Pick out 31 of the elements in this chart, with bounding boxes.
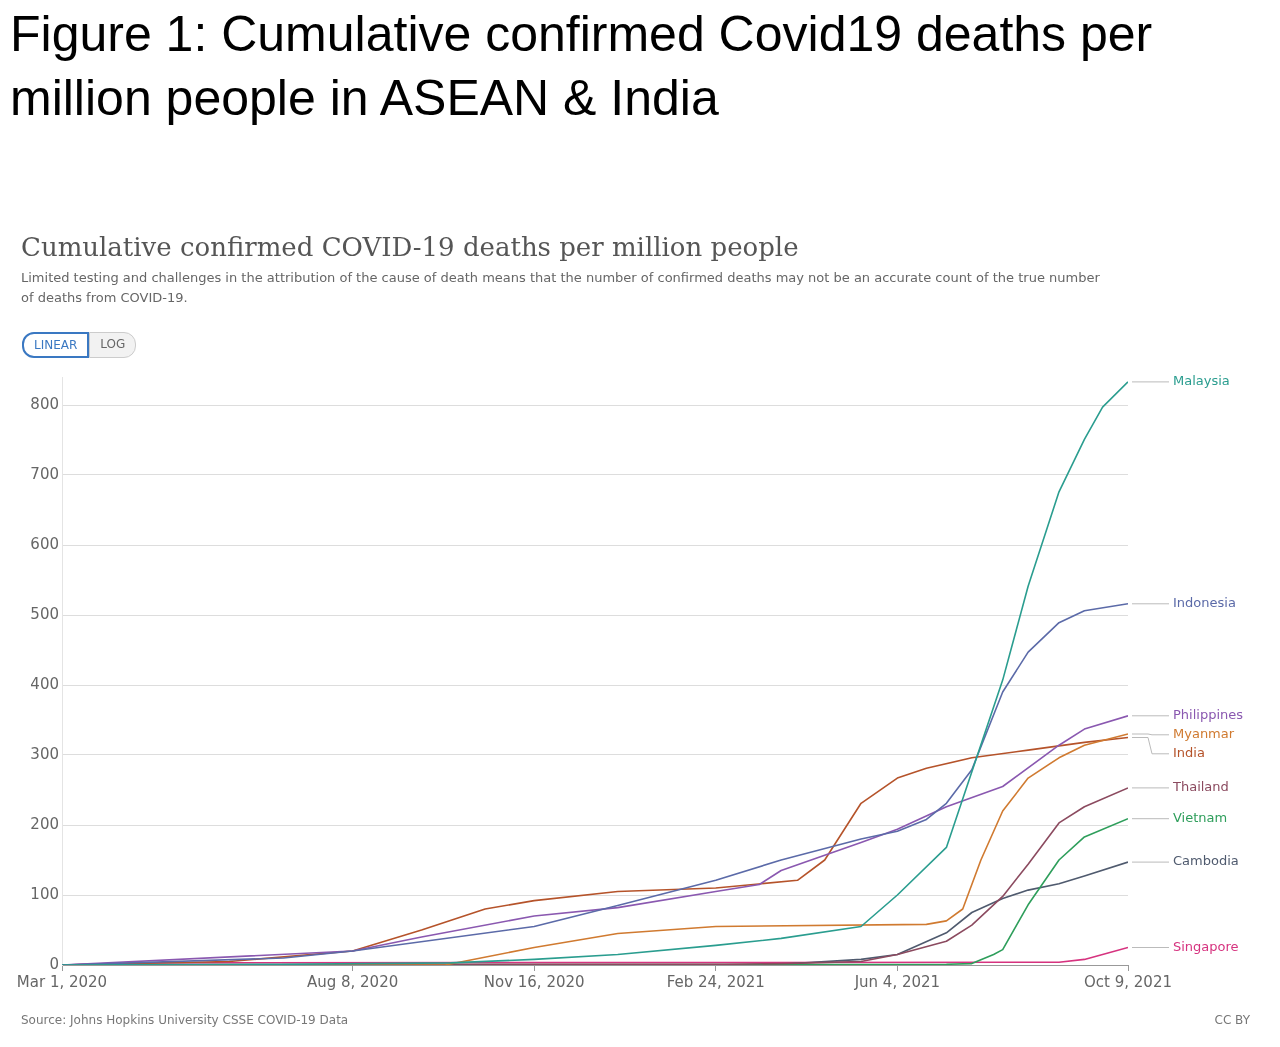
x-tick-label: Jun 4, 2021 <box>853 972 941 991</box>
text: Philippines <box>1173 707 1244 723</box>
y-tick-label: 100 <box>30 884 59 903</box>
x-tick-label: Nov 16, 2020 <box>483 972 585 991</box>
text: CC BY <box>1214 1013 1250 1027</box>
x-tick-label: Oct 9, 2021 <box>1084 972 1172 991</box>
x-tick-label: Feb 24, 2021 <box>666 972 765 991</box>
y-tick-label: 400 <box>30 674 59 693</box>
y-tick-label: 200 <box>30 814 59 833</box>
text: Malaysia <box>1173 373 1230 389</box>
text: Myanmar <box>1173 726 1235 742</box>
x-tick-label: Mar 1, 2020 <box>16 972 108 991</box>
y-tick-label: 800 <box>30 394 59 413</box>
chart-title: Figure 1: Cumulative confirmed Covid19 deaths per million people in ASEAN & India <box>10 5 1154 128</box>
chart-subtitle: Cumulative confirmed COVID-19 deaths per million people <box>21 232 799 262</box>
text: Limited testing and challenges in the attribution of the cause of death means that the number of confirmed deaths may not be an accurate count of the true number of deaths from COVID-19. <box>21 269 1101 307</box>
y-tick-label: 0 <box>49 954 59 973</box>
source-note: Source: Johns Hopkins University CSSE COVID-19 Data <box>21 1013 349 1027</box>
x-tick-label: Aug 8, 2020 <box>306 972 399 991</box>
text: Thailand <box>1172 779 1229 795</box>
y-tick-label: 500 <box>30 604 59 623</box>
text: LINEAR <box>22 332 90 358</box>
text: India <box>1173 745 1205 761</box>
text: Cambodia <box>1173 853 1239 869</box>
text: LOG <box>89 332 137 358</box>
y-tick-label: 600 <box>30 534 59 553</box>
text: Vietnam <box>1173 810 1228 826</box>
text: Singapore <box>1173 938 1239 954</box>
y-tick-label: 700 <box>30 464 59 483</box>
text: Indonesia <box>1173 595 1236 611</box>
y-tick-label: 300 <box>30 744 59 763</box>
